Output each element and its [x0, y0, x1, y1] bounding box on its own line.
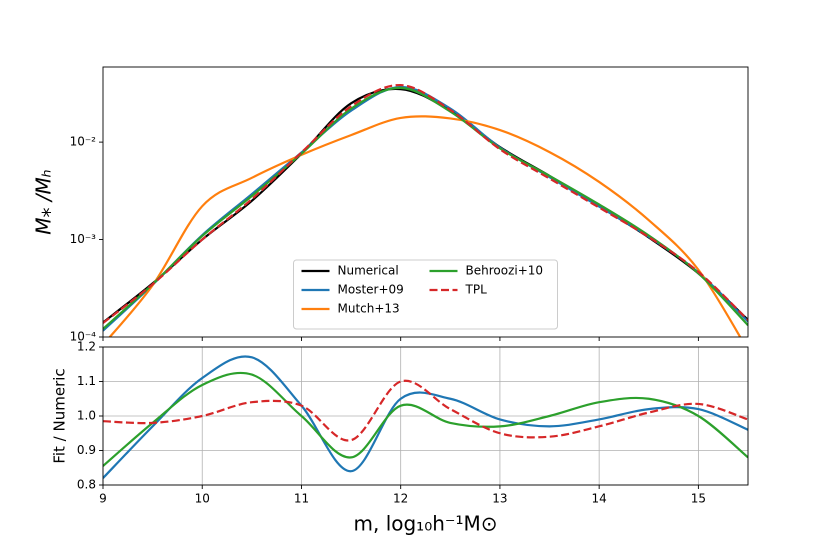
x-tick-label: 9 — [99, 492, 107, 506]
legend-label: Numerical — [338, 264, 399, 278]
y-tick-label: 1.0 — [77, 409, 96, 423]
x-tick-label: 15 — [691, 492, 706, 506]
x-tick-label: 11 — [294, 492, 309, 506]
series-line — [103, 83, 748, 324]
series-line — [103, 379, 748, 442]
legend-box — [293, 259, 558, 330]
legend-label: Mutch+13 — [338, 302, 400, 316]
series-line — [103, 355, 748, 479]
x-axis-label: m, log₁₀h⁻¹M⊙ — [354, 512, 498, 536]
x-tick-label: 14 — [592, 492, 607, 506]
legend-label: Moster+09 — [338, 283, 404, 297]
y-tick-label: 0.9 — [77, 443, 96, 457]
legend-label: Behroozi+10 — [466, 264, 544, 278]
y-tick-label: 10⁻² — [70, 135, 97, 149]
x-tick-label: 13 — [492, 492, 507, 506]
x-tick-label: 12 — [393, 492, 408, 506]
y-tick-label: 1.1 — [77, 374, 96, 388]
x-tick-label: 10 — [195, 492, 210, 506]
y-tick-label: 10⁻³ — [70, 232, 97, 246]
axes-frame — [102, 66, 749, 338]
legend-label: TPL — [465, 283, 488, 297]
series-line — [103, 371, 748, 467]
series-line — [108, 115, 742, 337]
series-line — [103, 86, 748, 330]
y-tick-label: 10⁻⁴ — [70, 330, 97, 344]
y-axis-label: M⁎ /Mₕ — [32, 169, 56, 235]
y-tick-label: 0.8 — [77, 478, 96, 492]
y-tick-label: 1.2 — [77, 340, 96, 354]
y-axis-label: Fit / Numeric — [51, 368, 69, 463]
